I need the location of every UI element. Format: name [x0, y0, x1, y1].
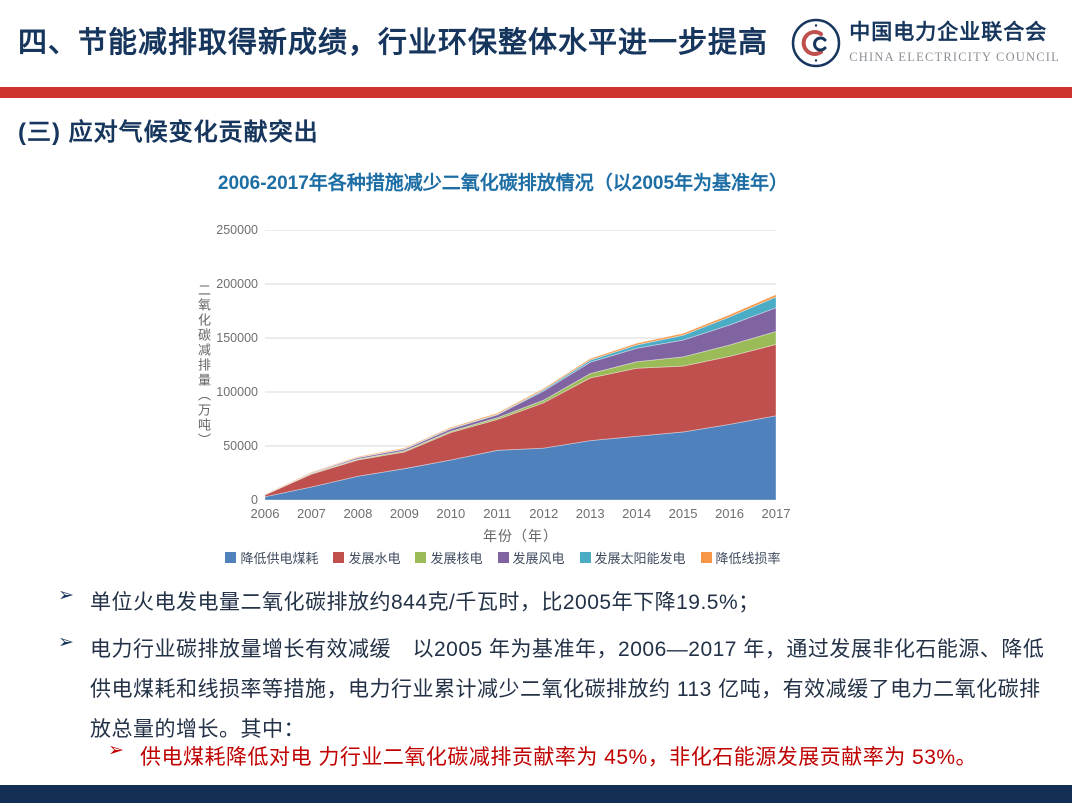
y-tick-label: 0: [251, 493, 258, 507]
co2-reduction-chart: 2006-2017年各种措施减少二氧化碳排放情况（以2005年为基准年） 二氧化…: [186, 168, 820, 568]
section-heading: (三) 应对气候变化贡献突出: [18, 119, 319, 146]
org-name-cn: 中国电力企业联合会: [849, 21, 1048, 44]
x-tick-label: 2017: [761, 506, 791, 521]
legend-swatch-icon: [579, 552, 591, 563]
x-tick-label: 2014: [622, 506, 652, 521]
legend-item: 发展太阳能发电: [579, 548, 686, 567]
footer-bar: [0, 785, 1072, 803]
legend-item: 降低供电煤耗: [225, 548, 318, 567]
plot-area: [265, 230, 776, 500]
x-tick-label: 2012: [529, 506, 559, 521]
legend-label: 发展风电: [512, 551, 565, 566]
legend-item: 发展核电: [415, 548, 483, 567]
y-axis-title: 二氧化碳减排量（万吨）: [196, 282, 211, 448]
legend-label: 降低供电煤耗: [240, 551, 319, 566]
bullet-text-1: 单位火电发电量二氧化碳排放约844克/千瓦时，比2005年下降19.5%；: [90, 591, 760, 614]
x-tick-label: 2015: [668, 506, 698, 521]
header-divider: [0, 87, 1072, 98]
chart-legend: 降低供电煤耗 发展水电 发展核电 发展风电 发展太阳能发电 降低线损率: [186, 548, 820, 567]
stacked-area-plot: [265, 230, 776, 500]
area-series-降低线损率: [265, 294, 776, 496]
y-axis-ticks: 0 50000 100000 150000 200000 250000: [186, 223, 258, 507]
x-tick-label: 2013: [575, 506, 605, 521]
bullet-arrow-icon: ➢: [108, 740, 124, 761]
bullet-text-2: 电力行业碳排放量增长有效减缓 以2005 年为基准年，2006—2017 年，通…: [90, 638, 1045, 741]
cec-logo-icon: [791, 18, 841, 68]
y-tick-label: 150000: [216, 331, 258, 345]
bullet-item-2: ➢ 电力行业碳排放量增长有效减缓 以2005 年为基准年，2006—2017 年…: [58, 630, 1048, 750]
legend-swatch-icon: [497, 552, 509, 563]
bullet-arrow-icon: ➢: [58, 585, 74, 606]
org-name-en: CHINA ELECTRICITY COUNCIL: [849, 50, 1060, 64]
legend-label: 降低线损率: [715, 551, 781, 566]
bullet-sub-text: 供电煤耗降低对电 力行业二氧化碳减排贡献率为 45%，非化石能源发展贡献率为 5…: [140, 746, 978, 769]
x-tick-label: 2007: [296, 506, 326, 521]
org-logo: 中国电力企业联合会 CHINA ELECTRICITY COUNCIL: [791, 16, 1060, 68]
y-tick-label: 100000: [216, 385, 258, 399]
bullet-arrow-icon: ➢: [58, 632, 74, 653]
legend-swatch-icon: [415, 552, 427, 563]
legend-label: 发展太阳能发电: [594, 551, 686, 566]
y-tick-label: 50000: [223, 439, 258, 453]
legend-swatch-icon: [700, 552, 712, 563]
y-tick-label: 200000: [216, 277, 258, 291]
x-tick-label: 2010: [436, 506, 466, 521]
bullet-sub-item: ➢ 供电煤耗降低对电 力行业二氧化碳减排贡献率为 45%，非化石能源发展贡献率为…: [108, 738, 1058, 778]
x-tick-label: 2006: [250, 506, 280, 521]
legend-item: 降低线损率: [700, 548, 781, 567]
chart-title: 2006-2017年各种措施减少二氧化碳排放情况（以2005年为基准年）: [217, 173, 789, 194]
legend-item: 发展风电: [497, 548, 565, 567]
x-tick-label: 2009: [389, 506, 419, 521]
y-tick-label: 250000: [216, 223, 258, 237]
x-tick-label: 2011: [483, 506, 512, 521]
legend-item: 发展水电: [333, 548, 400, 567]
x-axis-title: 年份（年）: [483, 528, 558, 544]
x-tick-label: 2008: [343, 506, 373, 521]
legend-swatch-icon: [225, 552, 237, 563]
legend-swatch-icon: [333, 552, 345, 563]
x-tick-label: 2016: [715, 506, 744, 521]
legend-label: 发展水电: [348, 551, 401, 566]
x-axis-ticks: 2006 2007 2008 2009 2010 2011 2012 2013 2014 2015…: [251, 506, 791, 522]
bullet-item-1: ➢ 单位火电发电量二氧化碳排放约844克/千瓦时，比2005年下降19.5%；: [58, 583, 1048, 623]
legend-label: 发展核电: [430, 551, 483, 566]
page-title: 四、节能减排取得新成绩，行业环保整体水平进一步提高: [18, 27, 769, 59]
